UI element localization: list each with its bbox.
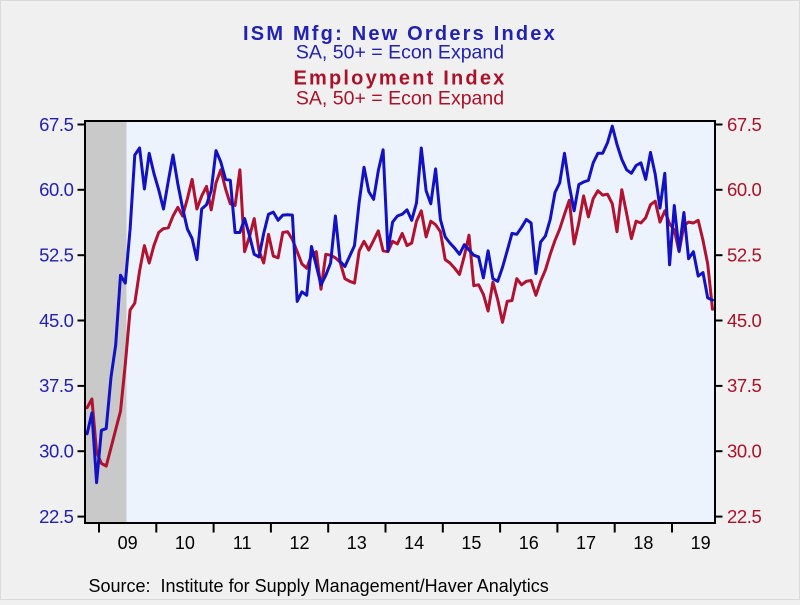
svg-text:45.0: 45.0 [727,310,762,331]
svg-text:SA, 50+ = Econ Expand: SA, 50+ = Econ Expand [296,88,504,110]
svg-text:17: 17 [576,533,596,553]
svg-text:22.5: 22.5 [39,506,74,527]
svg-text:09: 09 [118,533,138,553]
svg-text:67.5: 67.5 [727,114,762,135]
svg-text:37.5: 37.5 [39,375,74,396]
svg-text:13: 13 [347,533,367,553]
svg-text:12: 12 [289,533,309,553]
svg-text:30.0: 30.0 [39,441,74,462]
svg-text:37.5: 37.5 [727,375,762,396]
svg-text:14: 14 [404,533,424,553]
svg-text:45.0: 45.0 [39,310,74,331]
svg-text:SA, 50+ = Econ Expand: SA, 50+ = Econ Expand [296,42,504,64]
svg-text:60.0: 60.0 [727,179,762,200]
svg-text:67.5: 67.5 [39,114,74,135]
svg-text:18: 18 [633,533,653,553]
svg-text:Source: Institute for Supply: Source: Institute for Supply Management/… [89,576,549,596]
svg-text:60.0: 60.0 [39,179,74,200]
svg-text:15: 15 [461,533,481,553]
svg-text:ISM Mfg: New Orders Index: ISM Mfg: New Orders Index [243,23,557,45]
svg-text:11: 11 [233,533,252,553]
svg-text:30.0: 30.0 [727,441,762,462]
svg-text:52.5: 52.5 [39,245,74,266]
svg-text:Employment Index: Employment Index [293,68,506,90]
svg-text:16: 16 [519,533,539,553]
svg-text:10: 10 [175,533,195,553]
svg-text:19: 19 [691,533,711,553]
svg-text:22.5: 22.5 [727,506,762,527]
svg-text:52.5: 52.5 [727,245,762,266]
